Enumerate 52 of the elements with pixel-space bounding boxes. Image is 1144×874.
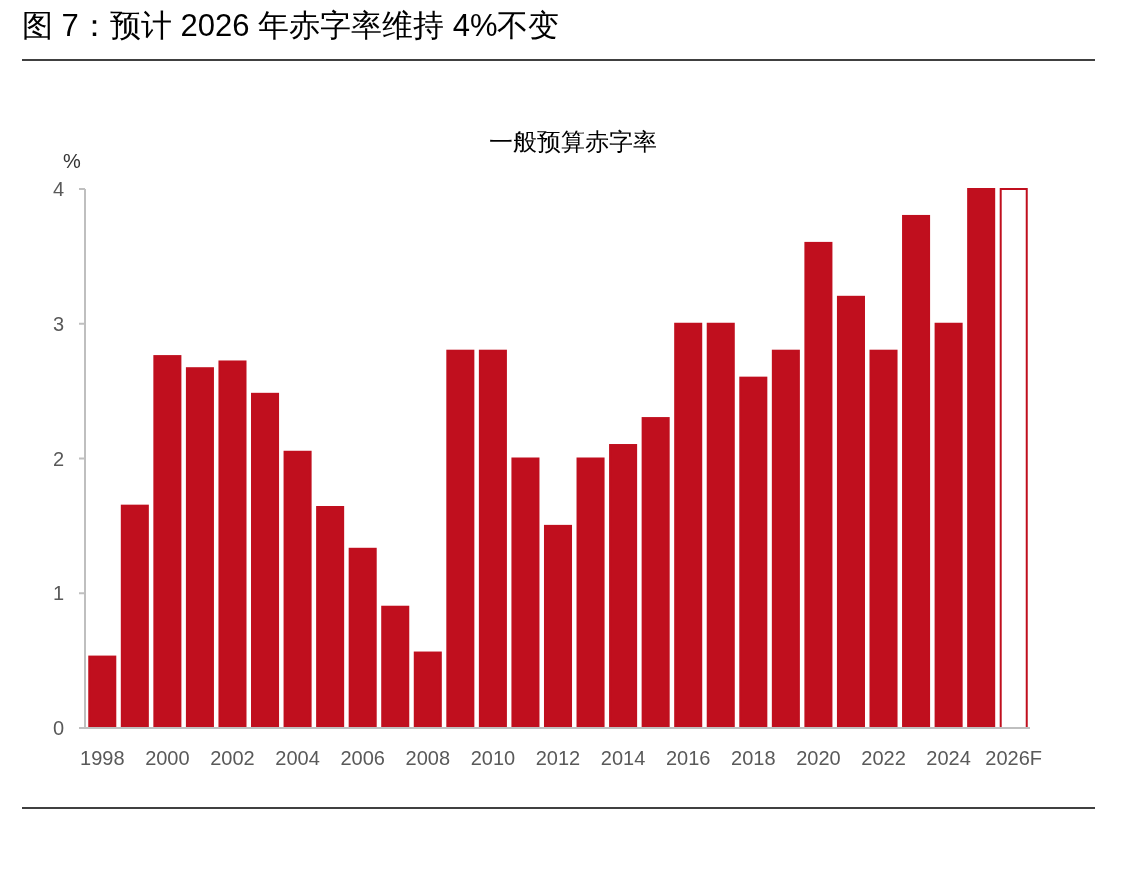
bar [902, 214, 931, 729]
bar [88, 655, 117, 729]
bar [804, 241, 833, 729]
bar [185, 367, 214, 729]
bar [706, 322, 735, 729]
bar [543, 524, 573, 729]
bar [251, 392, 280, 729]
bar [836, 295, 865, 729]
bar [348, 547, 377, 729]
y-tick-label: 1 [52, 582, 64, 605]
y-tick-label: 2 [52, 447, 64, 470]
bar [283, 450, 312, 729]
x-tick-label: 2008 [405, 747, 451, 769]
chart-title: 图 7：预计 2026 年赤字率维持 4%不变 [22, 8, 560, 43]
chart-subtitle: 一般预算赤字率 [489, 128, 657, 155]
bar [967, 188, 996, 729]
x-tick-label: 2002 [210, 747, 255, 769]
x-tick-label: 2018 [731, 747, 776, 769]
x-tick-label: 2020 [796, 747, 841, 769]
bar [609, 444, 638, 729]
bar [381, 605, 410, 729]
x-tick-label: 2024 [926, 747, 971, 769]
bar [153, 355, 182, 729]
bar [999, 188, 1028, 729]
x-tick-label: 2004 [275, 747, 320, 769]
bar [478, 349, 507, 729]
y-axis-title: % [63, 150, 82, 172]
bar [739, 376, 768, 729]
bar [446, 349, 475, 729]
x-tick-label: 2022 [861, 747, 906, 769]
bar [934, 322, 963, 729]
bar [316, 506, 345, 729]
bar [674, 322, 703, 729]
x-tick-label: 2000 [145, 747, 190, 769]
y-tick-label: 3 [52, 312, 64, 335]
x-tick-label: 2006 [340, 747, 385, 769]
x-tick-label: 2014 [600, 747, 646, 769]
x-tick-label: 2012 [535, 747, 581, 769]
y-tick-label: 4 [52, 178, 64, 200]
bar [120, 504, 149, 729]
bar [641, 417, 670, 729]
x-tick-label: 2010 [470, 747, 516, 769]
x-tick-label: 2016 [665, 747, 711, 769]
bar [511, 457, 540, 729]
bar [771, 349, 800, 729]
y-tick-label: 0 [52, 717, 64, 739]
bar [413, 651, 442, 729]
x-tick-label: 1998 [80, 747, 125, 769]
bar [218, 360, 247, 729]
bar [576, 457, 605, 729]
x-tick-label: 2026F [985, 747, 1043, 769]
bar [869, 349, 898, 729]
